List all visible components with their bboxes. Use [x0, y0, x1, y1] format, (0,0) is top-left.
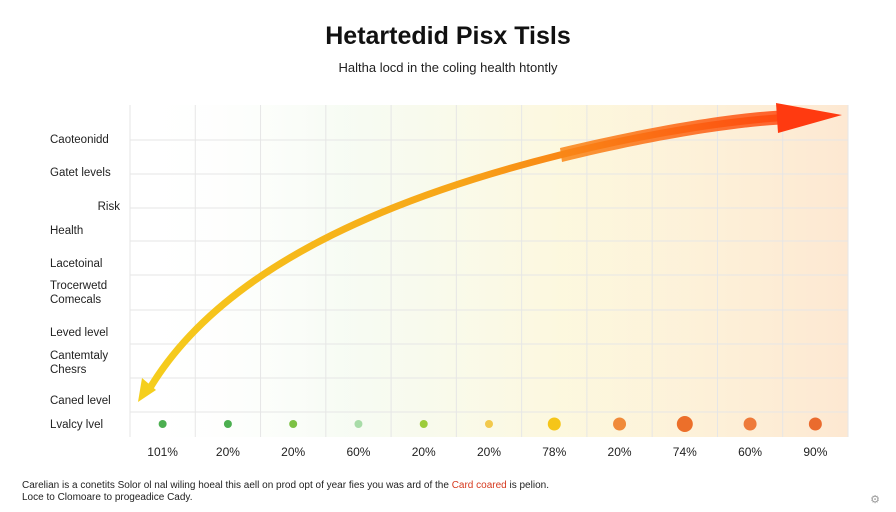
- x-tick-label: 74%: [673, 445, 697, 459]
- x-axis-labels: 101% 20% 20% 60% 20% 20% 78% 20% 74% 60% 90%: [147, 445, 827, 459]
- y-tick-label: Gatet levels: [50, 167, 111, 179]
- y-tick-label: Caoteonidd: [50, 134, 109, 146]
- settings-icon[interactable]: ⚙: [870, 494, 880, 506]
- trend-arrow-thick: [560, 110, 790, 162]
- x-tick-label: 101%: [147, 445, 178, 459]
- x-tick-label: 78%: [542, 445, 566, 459]
- footnote: Carelian is a conetits Solor ol nal wili…: [22, 480, 722, 504]
- x-tick-label: 20%: [412, 445, 436, 459]
- y-tick-label: Lacetoinal: [50, 258, 102, 270]
- arrow-head-end: [776, 103, 842, 133]
- data-point: [808, 417, 822, 431]
- x-tick-label: 60%: [738, 445, 762, 459]
- data-point: [289, 420, 298, 428]
- x-tick-label: 20%: [608, 445, 632, 459]
- x-tick-label: 20%: [281, 445, 305, 459]
- footnote-line2: Loce to Clomoare to progeadice Cady.: [22, 492, 193, 503]
- data-points: [158, 416, 822, 432]
- data-point: [613, 417, 627, 431]
- data-point: [354, 420, 363, 428]
- footnote-text: Carelian is a conetits Solor ol nal wili…: [22, 480, 449, 491]
- data-point: [547, 417, 561, 431]
- data-point: [223, 420, 232, 428]
- x-tick-label: 20%: [216, 445, 240, 459]
- x-tick-label: 20%: [477, 445, 501, 459]
- grid-lines: [129, 105, 849, 437]
- y-tick-label: Cantemtaly Chesrs: [50, 350, 108, 376]
- chart-title: Hetartedid Pisx Tisls: [325, 22, 571, 50]
- y-tick-label: Trocerwetd Comecals: [50, 280, 107, 306]
- y-axis-labels: Lvalcy lvel Caned level Cantemtaly Chesrs Le…: [50, 134, 120, 431]
- plot-background: [130, 105, 848, 437]
- footnote-highlight: Card coared: [451, 480, 507, 491]
- data-point: [743, 417, 757, 431]
- data-point: [158, 420, 167, 428]
- data-point: [676, 416, 693, 432]
- data-point: [419, 420, 428, 428]
- data-point: [485, 420, 493, 428]
- y-tick-label: Health: [50, 225, 83, 237]
- chart-subtitle: Haltha locd in the coling health htontly: [338, 60, 558, 75]
- x-tick-label: 90%: [803, 445, 827, 459]
- y-tick-label: Risk: [98, 201, 121, 213]
- trend-arrow: [138, 103, 842, 402]
- y-tick-label: Leved level: [50, 327, 108, 339]
- arrow-head-start: [138, 378, 156, 402]
- footnote-text-end: is pelion.: [509, 480, 549, 491]
- y-tick-label: Caned level: [50, 395, 111, 407]
- y-tick-label: Lvalcy lvel: [50, 419, 103, 431]
- x-tick-label: 60%: [346, 445, 370, 459]
